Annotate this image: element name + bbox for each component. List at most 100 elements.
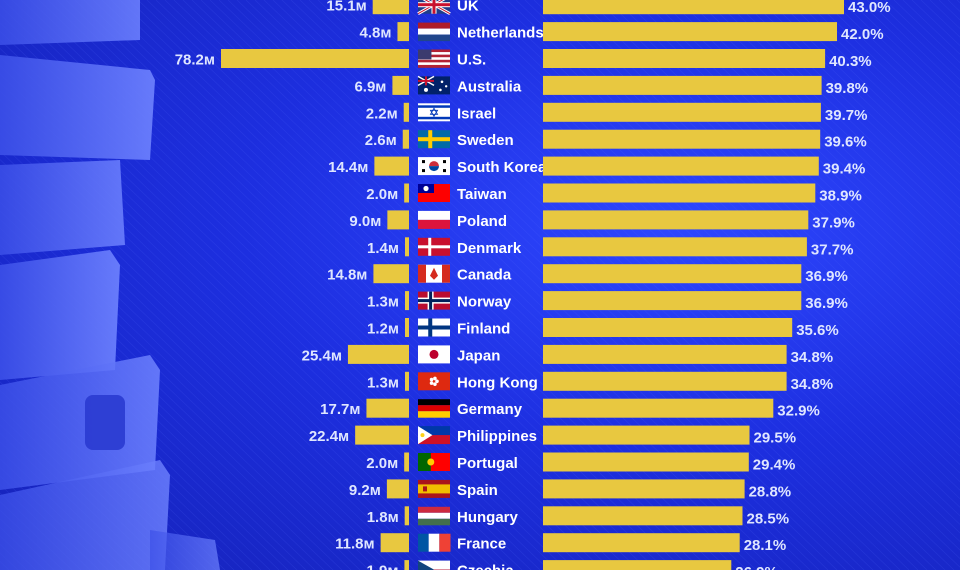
country-label: Sweden bbox=[457, 132, 514, 149]
right-bar bbox=[543, 560, 732, 570]
right-value-label: 42.0% bbox=[841, 26, 884, 43]
right-bar bbox=[543, 506, 743, 526]
right-value-label: 40.3% bbox=[829, 53, 872, 70]
chart-row: 9.0м Poland 37.9% bbox=[349, 210, 855, 231]
book-stack-illustration bbox=[0, 0, 220, 570]
country-label: Poland bbox=[457, 213, 507, 230]
right-bar bbox=[543, 291, 802, 311]
country-label: Taiwan bbox=[457, 186, 507, 203]
norway-flag bbox=[418, 291, 450, 310]
country-label: Australia bbox=[457, 78, 522, 95]
right-value-label: 28.5% bbox=[747, 510, 790, 527]
chart-row: 4.8м Netherlands 42.0% bbox=[360, 22, 884, 43]
left-value-label: 14.8м bbox=[327, 267, 367, 284]
chart-row: 1.4м Denmark 37.7% bbox=[367, 237, 853, 258]
chart-row: 9.2м Spain 28.8% bbox=[349, 479, 791, 500]
left-bar bbox=[405, 318, 409, 337]
japan-flag bbox=[418, 345, 450, 364]
country-label: Israel bbox=[457, 105, 496, 122]
chart-row: 1.9м Czechia 26.9% bbox=[366, 560, 778, 570]
canada-flag bbox=[418, 264, 450, 283]
chart-row: 2.0м Portugal 29.4% bbox=[366, 452, 796, 474]
left-bar bbox=[405, 371, 409, 391]
left-value-label: 1.3м bbox=[367, 294, 399, 311]
right-value-label: 39.7% bbox=[825, 107, 868, 124]
right-bar bbox=[543, 75, 822, 95]
chart-row: 1.8м Hungary 28.5% bbox=[367, 506, 789, 527]
left-bar bbox=[386, 479, 409, 499]
right-bar bbox=[543, 210, 809, 230]
portugal-flag bbox=[418, 453, 450, 471]
country-label: Finland bbox=[457, 321, 510, 338]
left-value-label: 15.1м bbox=[326, 0, 366, 15]
hong-kong-flag bbox=[418, 372, 450, 391]
right-value-label: 29.5% bbox=[754, 430, 797, 447]
czechia-flag bbox=[418, 560, 450, 570]
taiwan-flag bbox=[418, 184, 450, 202]
left-bar bbox=[373, 264, 409, 284]
left-bar bbox=[372, 0, 409, 15]
right-bar bbox=[543, 371, 787, 391]
finland-flag bbox=[418, 318, 450, 337]
right-value-label: 37.7% bbox=[811, 241, 854, 258]
right-value-label: 35.6% bbox=[796, 322, 839, 339]
left-value-label: 1.9м bbox=[366, 563, 398, 570]
right-bar bbox=[543, 49, 826, 68]
right-bar bbox=[543, 156, 819, 176]
left-bar bbox=[221, 49, 409, 68]
chart-row: 17.7м Germany 32.9% bbox=[320, 398, 820, 420]
left-bar bbox=[402, 129, 409, 149]
left-bar bbox=[392, 75, 409, 95]
left-bar bbox=[404, 560, 409, 570]
right-bar bbox=[543, 533, 740, 553]
country-label: Philippines bbox=[457, 428, 537, 445]
right-bar bbox=[543, 0, 844, 15]
right-bar bbox=[543, 102, 821, 122]
country-label: Hong Kong bbox=[457, 374, 538, 391]
chart-row: 14.8м Canada 36.9% bbox=[327, 264, 848, 285]
left-value-label: 78.2м bbox=[175, 52, 215, 69]
right-bar bbox=[543, 452, 749, 472]
right-value-label: 34.8% bbox=[791, 349, 834, 366]
left-value-label: 2.2м bbox=[366, 105, 398, 122]
uk-flag bbox=[417, 0, 451, 16]
country-label: South Korea bbox=[457, 159, 547, 176]
spain-flag bbox=[418, 479, 450, 498]
country-label: Denmark bbox=[457, 240, 522, 257]
country-label: Japan bbox=[457, 347, 500, 364]
left-value-label: 1.2м bbox=[367, 321, 399, 338]
left-bar bbox=[397, 22, 409, 42]
country-label: Portugal bbox=[457, 455, 518, 472]
left-bar bbox=[380, 533, 409, 553]
right-bar bbox=[543, 264, 802, 284]
us-flag bbox=[418, 49, 450, 68]
country-label: U.S. bbox=[457, 52, 486, 69]
left-bar bbox=[347, 344, 409, 364]
country-label: Canada bbox=[457, 267, 512, 284]
right-bar bbox=[543, 479, 745, 499]
hungary-flag bbox=[418, 506, 450, 526]
left-value-label: 1.8м bbox=[367, 509, 399, 526]
left-value-label: 1.4м bbox=[367, 240, 399, 257]
country-label: Hungary bbox=[457, 509, 519, 526]
chart-row: 2.2м Israel 39.7% bbox=[366, 102, 868, 124]
south-korea-flag bbox=[418, 157, 450, 176]
right-value-label: 43.0% bbox=[848, 0, 891, 16]
right-value-label: 28.8% bbox=[749, 483, 792, 500]
country-label: Netherlands bbox=[457, 25, 544, 42]
right-value-label: 38.9% bbox=[819, 188, 862, 205]
right-value-label: 39.8% bbox=[826, 80, 869, 97]
right-bar bbox=[543, 398, 774, 418]
left-value-label: 22.4м bbox=[309, 428, 349, 445]
country-label: Czechia bbox=[457, 563, 514, 570]
right-bar bbox=[543, 22, 837, 42]
right-value-label: 26.9% bbox=[735, 564, 778, 570]
left-value-label: 17.7м bbox=[320, 401, 360, 418]
right-value-label: 29.4% bbox=[753, 457, 796, 474]
right-value-label: 36.9% bbox=[805, 295, 848, 312]
left-value-label: 1.3м bbox=[367, 374, 399, 391]
left-value-label: 14.4м bbox=[328, 159, 368, 176]
poland-flag bbox=[418, 210, 450, 229]
chart-row: 6.9м Australia 39.8% bbox=[354, 75, 869, 97]
left-bar bbox=[374, 156, 409, 176]
